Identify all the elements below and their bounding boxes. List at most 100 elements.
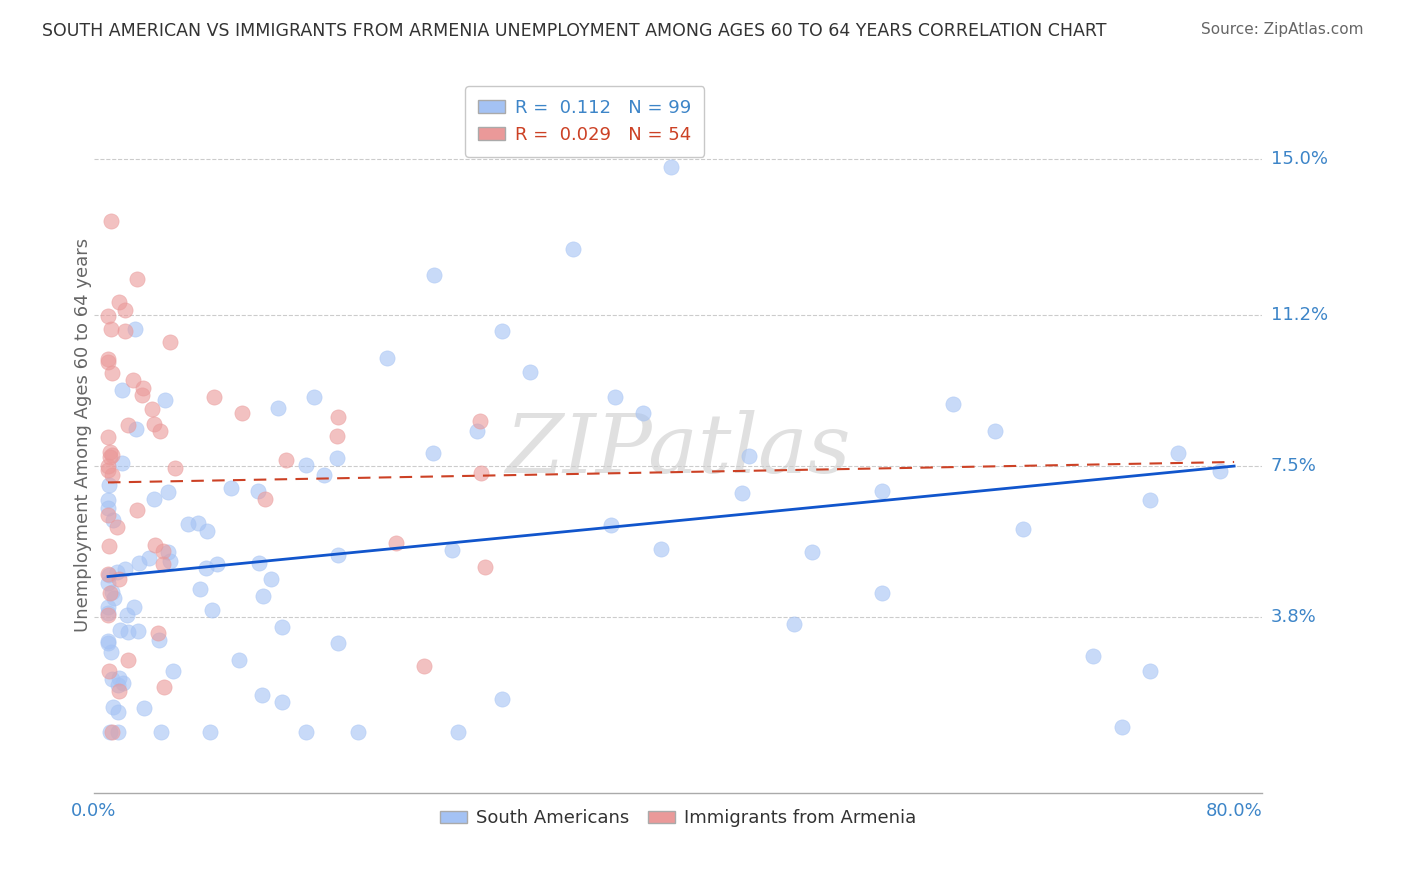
Point: [152, 543, 174, 558]
Point: [100, 445, 122, 459]
Point: [800, 544, 823, 558]
Point: [107, 725, 129, 739]
Point: [115, 608, 138, 623]
Text: 15.0%: 15.0%: [1271, 150, 1327, 169]
Point: [117, 418, 139, 433]
Point: [165, 461, 187, 475]
Point: [250, 688, 273, 702]
Point: [100, 322, 122, 336]
Point: [101, 448, 124, 462]
Point: [1139, 664, 1161, 678]
Point: [103, 513, 125, 527]
Point: [97, 430, 120, 444]
Point: [152, 680, 174, 694]
Point: [114, 302, 136, 317]
Point: [107, 706, 129, 720]
Point: [187, 516, 209, 530]
Point: [195, 524, 218, 539]
Point: [98, 539, 121, 553]
Point: [122, 600, 145, 615]
Text: SOUTH AMERICAN VS IMMIGRANTS FROM ARMENIA UNEMPLOYMENT AMONG AGES 60 TO 64 YEARS: SOUTH AMERICAN VS IMMIGRANTS FROM ARMENI…: [42, 22, 1107, 40]
Point: [942, 397, 965, 411]
Point: [177, 517, 200, 532]
Point: [97, 309, 120, 323]
Point: [103, 699, 125, 714]
Point: [326, 548, 349, 562]
Point: [98, 725, 121, 739]
Point: [188, 582, 211, 596]
Point: [98, 450, 121, 465]
Point: [98, 568, 121, 582]
Point: [149, 424, 172, 438]
Point: [97, 606, 120, 620]
Point: [108, 572, 131, 586]
Point: [314, 467, 336, 482]
Point: [153, 392, 176, 407]
Point: [97, 501, 120, 516]
Point: [128, 556, 150, 570]
Point: [105, 520, 128, 534]
Point: [97, 567, 120, 582]
Text: 7.5%: 7.5%: [1271, 457, 1316, 475]
Point: [491, 692, 513, 706]
Point: [274, 452, 297, 467]
Point: [267, 401, 290, 416]
Text: 11.2%: 11.2%: [1271, 306, 1327, 324]
Text: 0.0%: 0.0%: [72, 802, 117, 820]
Point: [228, 653, 250, 667]
Text: 80.0%: 80.0%: [1206, 802, 1263, 820]
Point: [101, 584, 124, 599]
Point: [870, 484, 893, 499]
Point: [142, 491, 165, 506]
Point: [156, 545, 179, 559]
Point: [198, 725, 221, 739]
Point: [97, 599, 120, 614]
Point: [423, 268, 446, 283]
Point: [260, 573, 283, 587]
Point: [325, 429, 347, 443]
Point: [783, 617, 806, 632]
Point: [491, 324, 513, 338]
Text: ZIPatlas: ZIPatlas: [505, 409, 851, 490]
Point: [375, 351, 398, 365]
Point: [247, 556, 270, 570]
Point: [125, 272, 148, 286]
Point: [600, 517, 623, 532]
Point: [114, 324, 136, 338]
Point: [465, 424, 488, 438]
Point: [100, 672, 122, 686]
Point: [124, 422, 146, 436]
Point: [111, 456, 134, 470]
Point: [302, 390, 325, 404]
Point: [1111, 720, 1133, 734]
Point: [122, 373, 145, 387]
Point: [1083, 649, 1105, 664]
Point: [132, 700, 155, 714]
Point: [108, 684, 131, 698]
Point: [247, 484, 270, 499]
Point: [326, 636, 349, 650]
Point: [205, 557, 228, 571]
Point: [97, 664, 120, 678]
Point: [132, 381, 155, 395]
Point: [146, 625, 169, 640]
Point: [731, 485, 754, 500]
Point: [156, 485, 179, 500]
Point: [111, 384, 134, 398]
Point: [97, 576, 120, 591]
Point: [159, 554, 181, 568]
Point: [984, 424, 1007, 438]
Point: [1167, 446, 1189, 460]
Point: [441, 542, 464, 557]
Point: [101, 725, 124, 739]
Point: [97, 458, 120, 473]
Point: [100, 213, 122, 227]
Point: [603, 390, 626, 404]
Point: [271, 620, 294, 634]
Point: [1139, 492, 1161, 507]
Point: [738, 449, 761, 463]
Point: [138, 550, 160, 565]
Point: [385, 535, 408, 549]
Point: [143, 538, 166, 552]
Point: [142, 417, 165, 431]
